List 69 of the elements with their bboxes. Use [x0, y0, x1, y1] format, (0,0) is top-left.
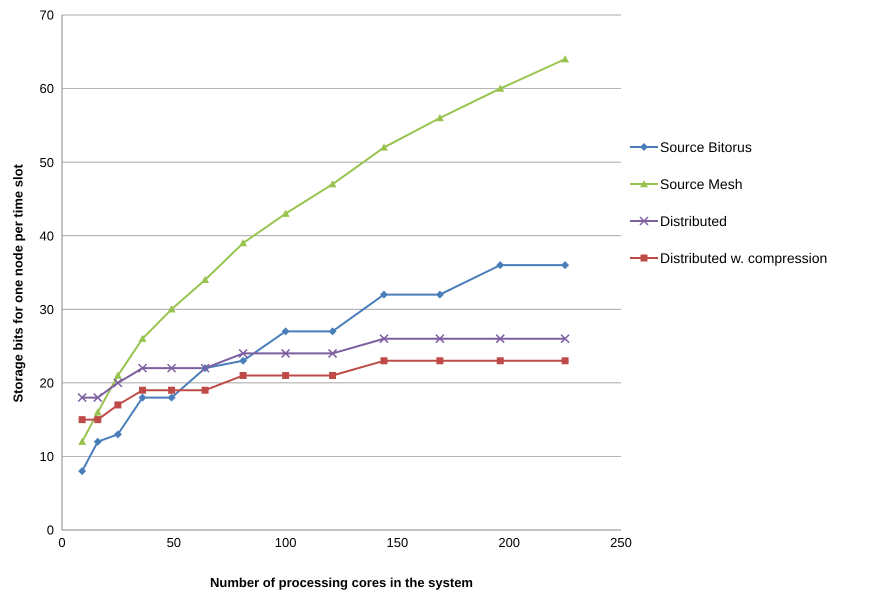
y-tick-label: 60: [40, 81, 54, 96]
x-tick-label: 250: [610, 535, 632, 550]
point: [328, 348, 338, 358]
point: [94, 438, 102, 446]
x-tick-label: 0: [58, 535, 66, 550]
point: [282, 372, 290, 379]
point: [114, 430, 122, 438]
point: [561, 261, 570, 270]
point: [201, 276, 210, 284]
point: [93, 392, 103, 402]
x-tick-label: 200: [498, 535, 520, 550]
y-axis-title: Storage bits for one node per time slot: [10, 163, 26, 402]
point: [436, 290, 444, 299]
y-tick-label: 40: [40, 228, 54, 244]
y-tick-label: 70: [40, 8, 54, 23]
point: [202, 386, 209, 394]
point: [239, 356, 248, 365]
point: [114, 372, 122, 379]
y-tick-label: 20: [40, 375, 54, 390]
x-axis-title: Number of processing cores in the system: [210, 575, 473, 590]
point: [379, 334, 389, 344]
point: [436, 357, 444, 364]
legend-label: Source Mesh: [660, 176, 742, 192]
point: [436, 114, 444, 122]
point: [168, 386, 176, 394]
legend-label: Distributed: [660, 212, 727, 228]
point: [329, 372, 336, 379]
point: [562, 357, 569, 364]
legend-label: Source Bitorus: [660, 138, 752, 154]
point: [113, 378, 123, 388]
point: [496, 357, 504, 364]
point: [168, 394, 176, 402]
point: [138, 363, 148, 373]
point: [94, 408, 102, 416]
point: [94, 416, 102, 424]
x-tick-label: 50: [166, 535, 182, 550]
y-tick-label: 50: [40, 154, 54, 170]
point: [328, 180, 337, 188]
point: [380, 357, 388, 364]
point: [282, 327, 290, 336]
y-tick-label: 0: [46, 522, 54, 538]
point: [280, 348, 290, 358]
point: [78, 438, 86, 445]
point: [138, 334, 146, 342]
point: [77, 392, 87, 402]
point: [328, 327, 337, 336]
point: [166, 363, 176, 373]
x-tick-label: 150: [386, 535, 408, 550]
point: [138, 394, 146, 402]
point: [435, 334, 445, 344]
point: [239, 239, 248, 246]
point: [282, 210, 290, 217]
point: [78, 416, 86, 424]
point: [240, 372, 247, 379]
legend-label: Distributed w. compression: [660, 250, 828, 266]
point: [561, 55, 570, 62]
point: [380, 290, 388, 299]
point: [138, 386, 146, 394]
point: [496, 261, 504, 270]
point: [496, 84, 504, 92]
y-tick-label: 10: [40, 449, 54, 464]
point: [496, 334, 506, 344]
point: [238, 348, 248, 358]
point: [78, 467, 86, 476]
point: [560, 334, 570, 344]
point: [168, 305, 176, 312]
point: [114, 401, 122, 408]
y-tick-label: 30: [40, 302, 54, 317]
x-tick-label: 100: [274, 535, 296, 550]
